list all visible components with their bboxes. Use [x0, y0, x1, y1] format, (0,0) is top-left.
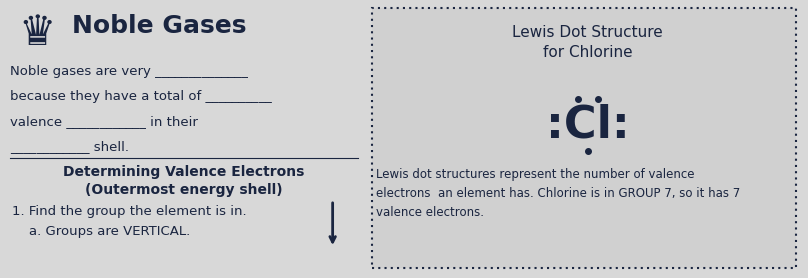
Text: Lewis dot structures represent the number of valence
electrons  an element has. : Lewis dot structures represent the numbe…: [376, 168, 740, 219]
Text: ____________ shell.: ____________ shell.: [10, 140, 129, 153]
Text: Noble gases are very ______________: Noble gases are very ______________: [10, 65, 248, 78]
Text: ♛: ♛: [18, 12, 56, 54]
Text: 1. Find the group the element is in.: 1. Find the group the element is in.: [12, 205, 246, 218]
Text: Noble Gases: Noble Gases: [72, 14, 246, 38]
Text: a. Groups are VERTICAL.: a. Groups are VERTICAL.: [12, 225, 190, 238]
Text: Determining Valence Electrons: Determining Valence Electrons: [63, 165, 305, 179]
Text: Lewis Dot Structure: Lewis Dot Structure: [512, 25, 663, 40]
Text: (Outermost energy shell): (Outermost energy shell): [85, 183, 283, 197]
Text: valence ____________ in their: valence ____________ in their: [10, 115, 198, 128]
Text: :Cl:: :Cl:: [546, 103, 629, 147]
Text: because they have a total of __________: because they have a total of __________: [10, 90, 271, 103]
Text: for Chlorine: for Chlorine: [543, 45, 633, 60]
FancyBboxPatch shape: [372, 8, 796, 268]
